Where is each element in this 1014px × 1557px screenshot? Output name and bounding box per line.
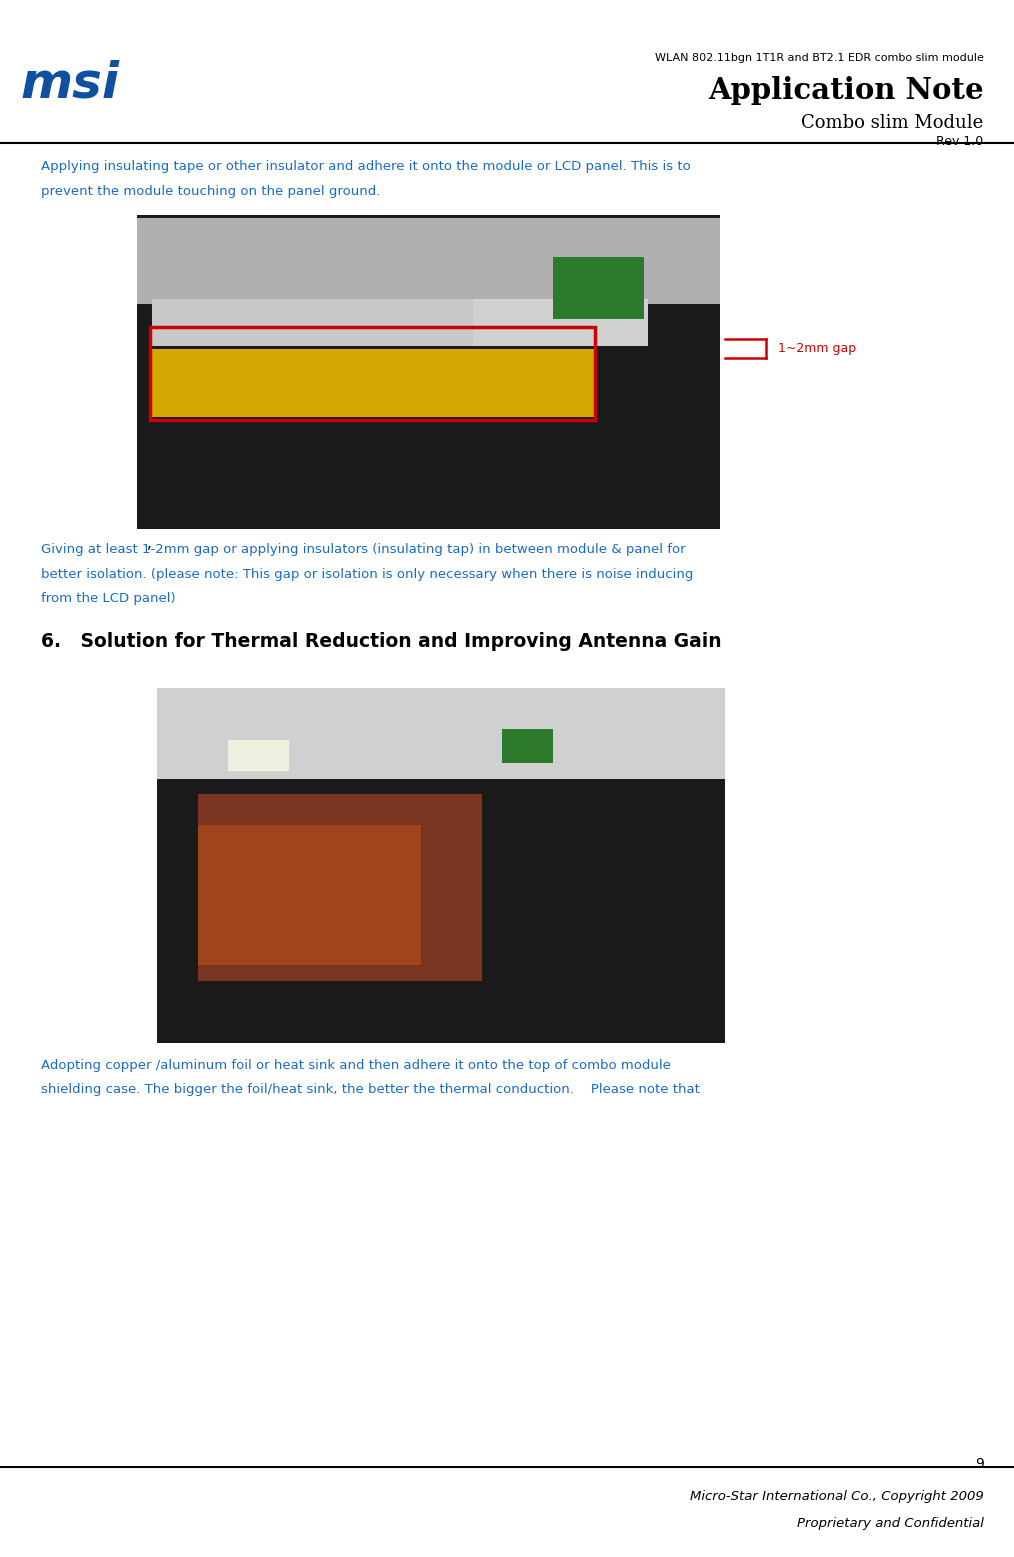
Bar [152,349,595,417]
Text: Rev 1.0: Rev 1.0 [936,135,984,148]
Bar [137,215,720,529]
Text: Application Note: Application Note [708,76,984,106]
Text: 6.   Solution for Thermal Reduction and Improving Antenna Gain: 6. Solution for Thermal Reduction and Im… [41,632,721,651]
Bar [152,299,473,346]
Bar [502,729,553,763]
Text: prevent the module touching on the panel ground.: prevent the module touching on the panel… [41,185,380,198]
Bar [228,740,289,771]
Bar [157,688,725,778]
Bar [152,299,648,346]
Text: better isolation. (please note: This gap or isolation is only necessary when the: better isolation. (please note: This gap… [41,568,693,581]
Text: 1~2mm gap: 1~2mm gap [778,343,856,355]
Bar [150,327,595,420]
Text: msi: msi [20,59,120,107]
Text: Adopting copper /aluminum foil or heat sink and then adhere it onto the top of c: Adopting copper /aluminum foil or heat s… [41,1059,670,1071]
Text: Proprietary and Confidential: Proprietary and Confidential [797,1517,984,1529]
Bar [198,794,482,981]
Text: shielding case. The bigger the foil/heat sink, the better the thermal conduction: shielding case. The bigger the foil/heat… [41,1084,700,1096]
Text: WLAN 802.11bgn 1T1R and BT2.1 EDR combo slim module: WLAN 802.11bgn 1T1R and BT2.1 EDR combo … [655,53,984,62]
Text: Micro-Star International Co., Copyright 2009: Micro-Star International Co., Copyright … [690,1490,984,1503]
Bar [553,257,644,319]
Bar [198,825,421,965]
Text: from the LCD panel): from the LCD panel) [41,592,175,604]
Text: Giving at least 1-2mm gap or applying insulators (insulating tap) in between mod: Giving at least 1-2mm gap or applying in… [41,543,685,556]
Text: Combo slim Module: Combo slim Module [801,114,984,132]
Text: 9: 9 [974,1457,984,1471]
Bar [137,218,720,304]
Bar [157,688,725,1043]
Text: ,: , [147,536,152,551]
Text: Applying insulating tape or other insulator and adhere it onto the module or LCD: Applying insulating tape or other insula… [41,160,691,173]
